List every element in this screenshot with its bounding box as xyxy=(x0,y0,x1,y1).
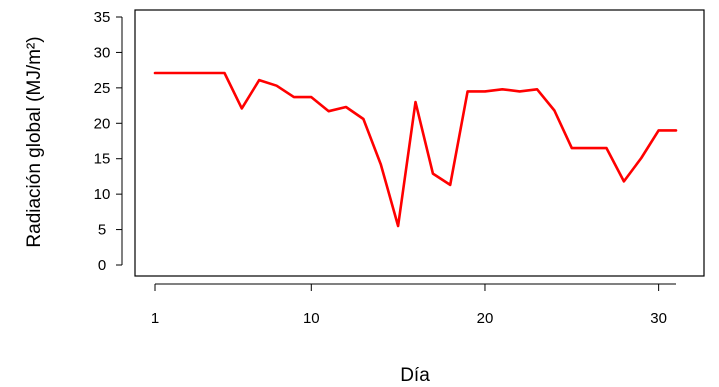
series-layer xyxy=(153,71,678,228)
x-axis-ticks: 1 10 20 30 xyxy=(151,284,667,327)
plot-area-frame xyxy=(134,9,705,277)
x-tick-label: 10 xyxy=(303,310,320,327)
y-tick-label: 0 xyxy=(98,257,106,274)
y-tick-label: 15 xyxy=(94,151,111,168)
y-axis-ticks: 0 5 10 15 20 25 30 35 xyxy=(94,9,122,274)
y-tick-label: 30 xyxy=(94,44,111,61)
y-axis-title: Radiación global (MJ/m²) xyxy=(24,36,45,247)
y-tick-label: 35 xyxy=(94,9,111,26)
y-tick-label: 10 xyxy=(94,186,111,203)
x-tick-label: 30 xyxy=(650,310,667,327)
x-axis-title: Día xyxy=(400,365,430,386)
x-tick-label: 20 xyxy=(477,310,494,327)
y-tick-label: 5 xyxy=(98,222,106,239)
y-tick-label: 25 xyxy=(94,80,111,97)
radiation-series-line xyxy=(153,71,678,228)
x-tick-label: 1 xyxy=(151,310,159,327)
y-tick-label: 20 xyxy=(94,115,111,132)
